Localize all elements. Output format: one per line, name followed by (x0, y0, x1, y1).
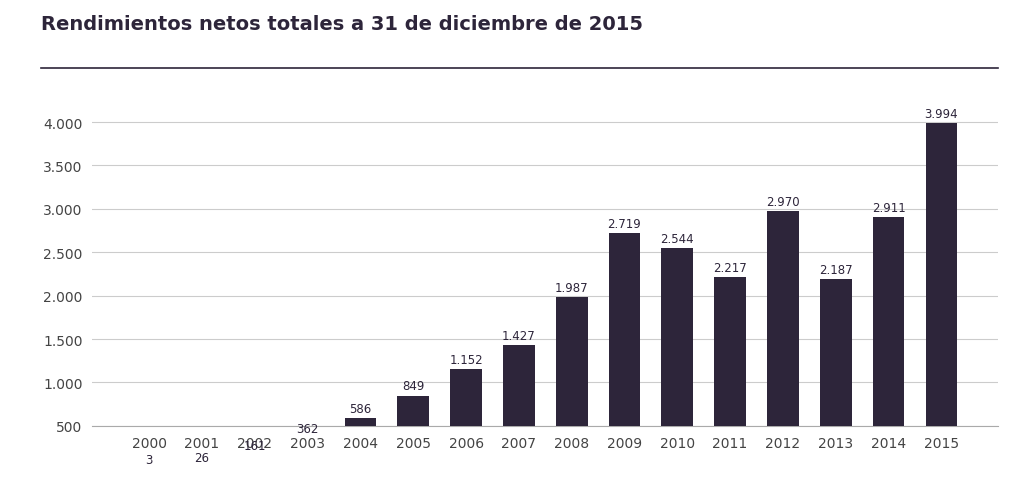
Bar (608, 234, 640, 426)
Text: 3: 3 (145, 453, 153, 466)
Bar (926, 123, 957, 426)
Bar (556, 297, 588, 426)
Bar (662, 249, 693, 426)
Text: 161: 161 (244, 439, 266, 452)
Text: 2.187: 2.187 (819, 264, 853, 277)
Text: 2.217: 2.217 (714, 261, 746, 274)
Text: 26: 26 (195, 451, 210, 464)
Bar (820, 280, 852, 426)
Text: 2.719: 2.719 (607, 218, 641, 231)
Text: 586: 586 (349, 403, 372, 415)
Bar (397, 396, 429, 426)
Text: 362: 362 (296, 422, 318, 435)
Text: 1.427: 1.427 (502, 330, 536, 343)
Text: 849: 849 (402, 379, 424, 393)
Bar (345, 419, 376, 426)
Bar (451, 369, 482, 426)
Text: Rendimientos netos totales a 31 de diciembre de 2015: Rendimientos netos totales a 31 de dicie… (41, 15, 643, 33)
Text: 3.994: 3.994 (925, 107, 958, 120)
Bar (872, 217, 904, 426)
Bar (767, 212, 799, 426)
Bar (715, 277, 745, 426)
Text: 2.911: 2.911 (871, 201, 905, 214)
Bar (503, 346, 535, 426)
Text: 2.544: 2.544 (660, 233, 694, 246)
Text: 1.987: 1.987 (555, 281, 589, 294)
Text: 2.970: 2.970 (766, 196, 800, 209)
Text: 1.152: 1.152 (450, 353, 483, 366)
